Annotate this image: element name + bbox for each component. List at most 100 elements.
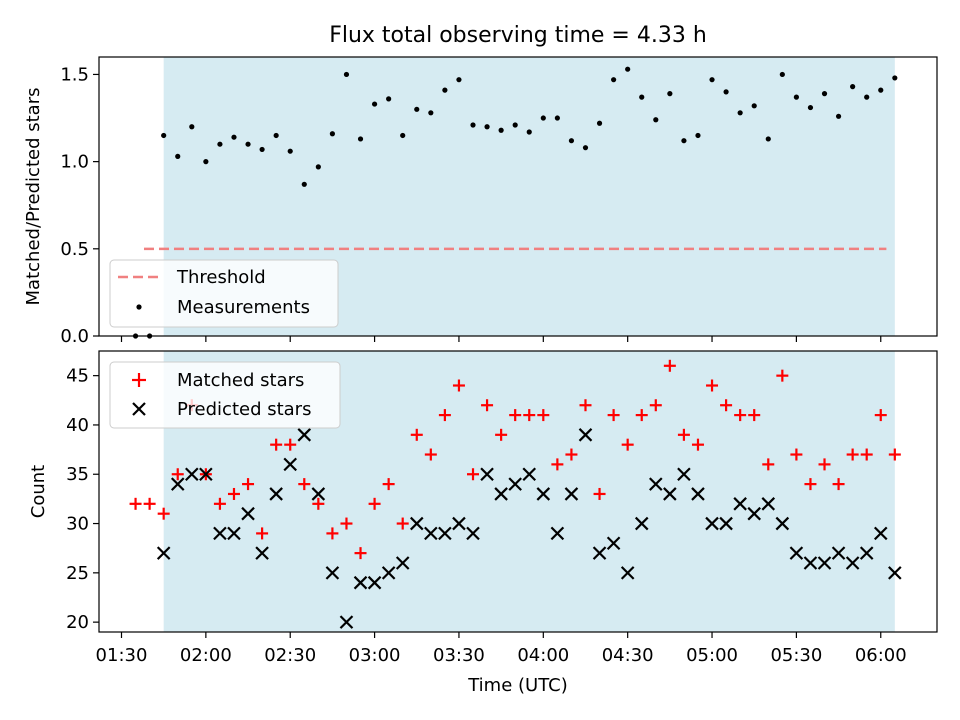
measurement-point bbox=[414, 106, 420, 112]
predicted-star-point bbox=[859, 546, 874, 560]
x-tick-label: 03:30 bbox=[433, 645, 485, 666]
matched-star-point bbox=[467, 468, 480, 481]
predicted-star-point bbox=[803, 556, 818, 570]
matched-star-point bbox=[537, 409, 550, 422]
matched-star-point bbox=[129, 497, 142, 510]
predicted-star-point bbox=[424, 526, 438, 541]
matched-star-point bbox=[481, 399, 494, 412]
legend-matched-label: Matched stars bbox=[177, 370, 304, 391]
y-tick-label: 1.0 bbox=[60, 152, 89, 173]
measurement-point bbox=[540, 115, 546, 121]
measurement-point bbox=[189, 124, 195, 130]
matched-star-point bbox=[354, 547, 367, 560]
matched-star-point bbox=[143, 497, 156, 510]
predicted-star-point bbox=[452, 516, 466, 531]
matched-star-point bbox=[804, 478, 817, 491]
measurement-point bbox=[301, 181, 307, 187]
measurement-point bbox=[329, 131, 336, 137]
matched-star-point bbox=[621, 438, 634, 451]
measurement-points bbox=[132, 66, 898, 339]
matched-star-point bbox=[832, 478, 845, 491]
predicted-star-point bbox=[564, 487, 579, 501]
measurement-point bbox=[807, 104, 814, 111]
count-panel: 20 25 30 35 40 45 01:30 02:00 02:30 03:00 03:30 04… bbox=[28, 350, 938, 696]
y-tick-label: 0.5 bbox=[60, 239, 89, 260]
measurement-point bbox=[259, 146, 265, 153]
matched-star-point bbox=[312, 497, 325, 510]
predicted-star-point bbox=[199, 467, 213, 482]
measurement-point bbox=[695, 132, 701, 139]
y-tick-label: 1.5 bbox=[60, 64, 89, 85]
count-x-ticks: 01:30 02:00 02:30 03:00 03:30 04:00 04:30 05:00… bbox=[96, 632, 907, 666]
measurement-point bbox=[596, 120, 603, 126]
measurement-point bbox=[568, 138, 575, 144]
predicted-star-point bbox=[241, 506, 255, 521]
y-tick-label: 35 bbox=[66, 464, 89, 485]
measurement-point bbox=[625, 66, 631, 72]
predicted-star-point bbox=[283, 457, 297, 472]
matched-star-point bbox=[593, 487, 606, 500]
x-tick-label: 04:30 bbox=[602, 645, 654, 666]
measurement-point bbox=[639, 94, 645, 100]
matched-star-point bbox=[438, 409, 451, 422]
predicted-star-point bbox=[325, 566, 340, 580]
predicted-star-point bbox=[466, 526, 480, 541]
ratio-y-axis-label: Matched/Predicted stars bbox=[23, 88, 44, 306]
matched-star-point bbox=[298, 478, 311, 491]
measurement-point bbox=[554, 115, 560, 121]
matched-star-point bbox=[227, 487, 240, 500]
count-legend: Matched stars Predicted stars bbox=[109, 361, 341, 429]
matched-star-point bbox=[706, 379, 719, 392]
y-tick-label: 25 bbox=[66, 563, 89, 584]
x-tick-label: 05:00 bbox=[686, 645, 738, 666]
matched-star-point bbox=[157, 507, 170, 520]
predicted-star-point bbox=[888, 566, 902, 580]
measurement-point bbox=[484, 124, 490, 130]
matched-star-point bbox=[270, 438, 283, 451]
measurement-point bbox=[681, 138, 687, 144]
predicted-star-point bbox=[213, 526, 227, 541]
measurement-point bbox=[723, 89, 729, 95]
matched-star-point bbox=[818, 458, 831, 471]
measurement-point bbox=[892, 75, 898, 81]
matched-star-point bbox=[846, 448, 859, 461]
chart-title: Flux total observing time = 4.33 h bbox=[329, 23, 707, 48]
measurement-point bbox=[217, 141, 223, 147]
predicted-star-point bbox=[185, 467, 199, 482]
x-tick-label: 03:00 bbox=[349, 645, 401, 666]
measurement-point bbox=[709, 77, 715, 83]
matched-star-point bbox=[790, 448, 803, 461]
measurement-point bbox=[357, 136, 364, 142]
predicted-star-point bbox=[733, 497, 747, 511]
predicted-star-point bbox=[297, 428, 312, 442]
measurement-point bbox=[428, 110, 434, 116]
matched-star-point bbox=[762, 458, 775, 471]
measurement-point bbox=[343, 71, 350, 78]
matched-star-point bbox=[410, 428, 423, 441]
matched-star-point bbox=[776, 369, 789, 382]
measurement-point bbox=[470, 122, 476, 128]
matched-star-point bbox=[382, 478, 395, 491]
predicted-star-point bbox=[395, 556, 410, 570]
ratio-y-ticks: 0.0 0.5 1.0 1.5 bbox=[60, 64, 99, 347]
measurement-point bbox=[231, 134, 237, 140]
matched-star-point bbox=[888, 448, 901, 461]
predicted-star-point bbox=[831, 546, 846, 560]
measurement-point bbox=[273, 132, 279, 139]
predicted-star-point bbox=[691, 487, 705, 501]
measurement-point bbox=[667, 91, 673, 97]
predicted-star-point bbox=[536, 487, 551, 501]
matched-star-point bbox=[720, 399, 733, 412]
predicted-star-point bbox=[620, 566, 635, 580]
matched-star-point bbox=[340, 517, 353, 530]
measurement-point bbox=[442, 87, 448, 93]
matched-star-point bbox=[734, 409, 747, 422]
measurement-point bbox=[821, 91, 828, 97]
measurement-point bbox=[864, 94, 870, 100]
measurement-point bbox=[400, 132, 406, 139]
predicted-star-point bbox=[873, 526, 888, 541]
measurement-point bbox=[582, 145, 589, 151]
predicted-stars-points bbox=[156, 428, 902, 629]
legend-predicted-label: Predicted stars bbox=[177, 399, 311, 420]
